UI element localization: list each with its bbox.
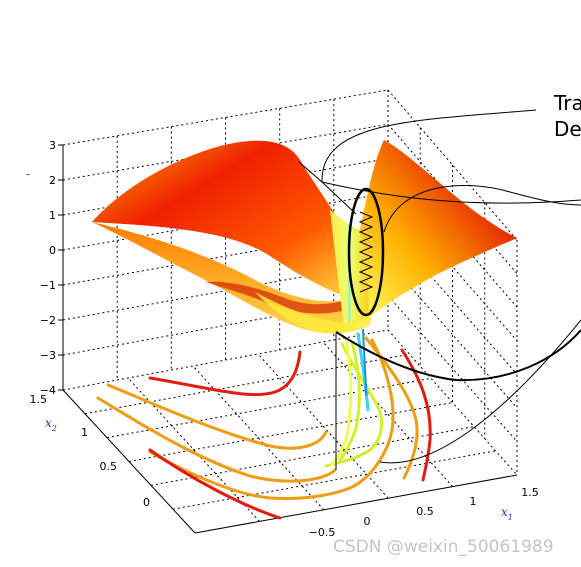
z-axis: 3 2 1 0 −1 −2 −3 −4 bbox=[40, 139, 63, 397]
contour-cyan-2 bbox=[362, 329, 367, 396]
surface-right-wing bbox=[360, 140, 517, 318]
x-tick-label: 0 bbox=[364, 515, 371, 528]
z-tick-label: 0 bbox=[49, 244, 56, 257]
contour-orange-2 bbox=[96, 396, 337, 483]
callout-text-1: Tra bbox=[554, 91, 581, 115]
contour-yellow-3 bbox=[330, 338, 353, 467]
contour-projection bbox=[96, 329, 432, 520]
x-axis-label: x1 bbox=[501, 505, 513, 522]
contour-red-2 bbox=[148, 448, 282, 520]
contour-yellowgreen-2 bbox=[338, 340, 361, 462]
z-tick-label: 1 bbox=[49, 209, 56, 222]
contour-red-1 bbox=[148, 350, 302, 397]
contour-red-3 bbox=[400, 348, 432, 482]
contour-cyan-1 bbox=[356, 332, 370, 412]
y-tick-label: 0.5 bbox=[100, 460, 118, 473]
surface-left-wing bbox=[92, 140, 355, 300]
surface bbox=[92, 140, 517, 334]
y-tick-label: 1.5 bbox=[30, 393, 48, 406]
z-tick-label: 2 bbox=[49, 174, 56, 187]
callout-text-2: De bbox=[554, 117, 581, 141]
trajectory-zigzag bbox=[358, 211, 374, 293]
surface-left-fold bbox=[205, 281, 350, 314]
x-axis: −0.5 0 0.5 1 1.5 bbox=[309, 486, 539, 539]
y-axis: 1.5 1 0.5 0 bbox=[30, 393, 151, 509]
contour-orange-3 bbox=[148, 338, 395, 500]
z-tick-label: −3 bbox=[40, 349, 56, 362]
z-tick-label: −2 bbox=[40, 314, 56, 327]
watermark: CSDN @weixin_50061989 bbox=[333, 537, 554, 557]
x-tick-label: 0.5 bbox=[416, 505, 434, 518]
z-tick-label: 3 bbox=[49, 139, 56, 152]
x-tick-label: 1.5 bbox=[521, 486, 539, 499]
highlight-ellipse bbox=[347, 187, 385, 317]
callout-lines bbox=[298, 109, 581, 464]
x-tick-label: −0.5 bbox=[309, 526, 336, 539]
y-axis-label: x2 bbox=[45, 416, 57, 433]
surface-front-lip bbox=[255, 292, 372, 333]
y-tick-label: 0 bbox=[143, 496, 150, 509]
z-tick-label: −4 bbox=[40, 384, 56, 397]
z-tick-label: −1 bbox=[40, 279, 56, 292]
z-axis-marker: - bbox=[26, 167, 30, 181]
contour-orange-1 bbox=[106, 383, 328, 450]
y-tick-label: 1 bbox=[81, 426, 88, 439]
x-tick-label: 1 bbox=[470, 495, 477, 508]
contour-yellowgreen-1 bbox=[324, 342, 384, 468]
